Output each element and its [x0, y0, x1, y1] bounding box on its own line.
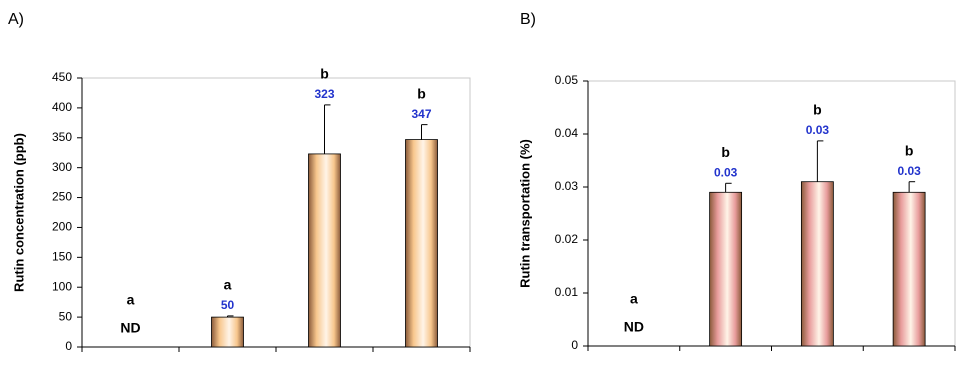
value-label: 0.03	[897, 164, 921, 178]
y-tick-label: 0.04	[555, 126, 579, 140]
y-tick-label: 300	[52, 160, 72, 174]
y-axis-label: Rutin transportation (%)	[517, 139, 532, 288]
value-label: ND	[120, 320, 140, 336]
y-tick-label: 150	[52, 250, 72, 264]
significance-letter: b	[320, 66, 329, 82]
y-tick-label: 0.05	[555, 73, 579, 87]
bar	[308, 153, 341, 348]
bar	[892, 191, 926, 347]
significance-letter: a	[630, 291, 638, 307]
y-axis-label: Rutin concentration (ppb)	[11, 133, 26, 292]
bar	[709, 191, 743, 347]
bar	[405, 139, 438, 348]
bar	[800, 181, 834, 347]
significance-letter: b	[813, 102, 822, 118]
significance-letter: b	[721, 144, 730, 160]
significance-letter: a	[127, 292, 135, 308]
value-label: 0.03	[714, 165, 738, 179]
value-label: ND	[624, 319, 644, 335]
value-label: 50	[221, 298, 235, 312]
y-tick-label: 450	[52, 70, 72, 84]
y-tick-label: 0	[65, 339, 72, 353]
value-label: 323	[314, 87, 334, 101]
y-tick-label: 100	[52, 279, 72, 293]
y-tick-label: 0	[571, 338, 578, 352]
y-tick-label: 400	[52, 100, 72, 114]
bar	[211, 316, 244, 348]
significance-letter: b	[417, 85, 426, 101]
y-tick-label: 200	[52, 220, 72, 234]
y-tick-label: 250	[52, 190, 72, 204]
y-tick-label: 350	[52, 130, 72, 144]
y-tick-label: 0.03	[555, 179, 579, 193]
y-tick-label: 0.02	[555, 232, 579, 246]
value-label: 347	[411, 107, 431, 121]
significance-letter: b	[905, 142, 914, 158]
y-tick-label: 50	[59, 309, 73, 323]
significance-letter: a	[224, 277, 232, 293]
y-tick-label: 0.01	[555, 285, 579, 299]
value-label: 0.03	[806, 123, 830, 137]
panel-label: A)	[8, 11, 24, 28]
panel-label: B)	[520, 11, 536, 28]
